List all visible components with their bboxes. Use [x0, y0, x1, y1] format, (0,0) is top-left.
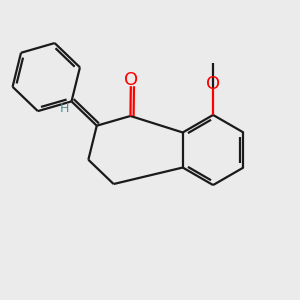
Text: H: H	[60, 102, 69, 115]
Text: O: O	[206, 76, 220, 94]
Text: O: O	[124, 71, 138, 89]
